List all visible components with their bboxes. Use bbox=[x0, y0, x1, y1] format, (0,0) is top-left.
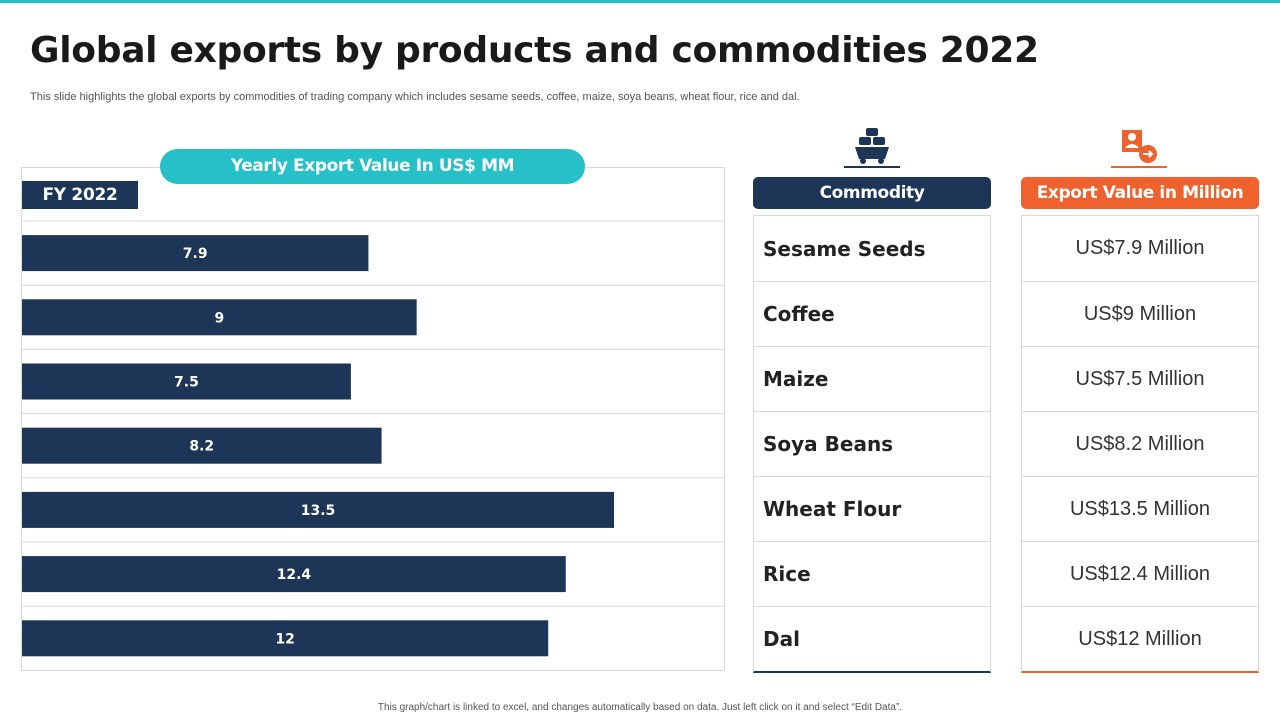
bar-soya-beans[interactable] bbox=[22, 427, 382, 464]
bar-value-label: 7.9 bbox=[183, 246, 208, 262]
bar-dal[interactable] bbox=[22, 620, 549, 657]
bar-value-label: 9 bbox=[214, 310, 224, 326]
bar-value-label: 13.5 bbox=[301, 503, 336, 519]
commodity-cell: Rice bbox=[754, 541, 990, 606]
bar-wheat-flour[interactable] bbox=[22, 491, 614, 528]
export-value-header: Export Value in Million bbox=[1021, 177, 1259, 209]
export-value-cell: US$7.9 Million bbox=[1075, 237, 1205, 259]
commodity-cell: Maize bbox=[754, 346, 990, 411]
person-export-icon bbox=[1110, 126, 1168, 170]
commodity-header: Commodity bbox=[753, 177, 991, 209]
bar-value-label: 7.5 bbox=[174, 375, 199, 391]
export-value-cell: US$13.5 Million bbox=[1022, 476, 1258, 541]
page-subtitle: This slide highlights the global exports… bbox=[30, 91, 800, 103]
bar-value-label: 12 bbox=[275, 631, 294, 647]
commodity-cell: Coffee bbox=[754, 281, 990, 346]
commodity-cell: Wheat Flour bbox=[754, 476, 990, 541]
export-value-cell: US$7.5 Million bbox=[1022, 346, 1258, 411]
bar-rice[interactable] bbox=[22, 556, 566, 593]
export-value-column: US$7.9 Million US$9 Million US$7.5 Milli… bbox=[1021, 215, 1259, 673]
bar-sesame-seeds[interactable] bbox=[22, 235, 369, 272]
footnote: This graph/chart is linked to excel, and… bbox=[377, 702, 903, 713]
top-accent-line bbox=[0, 0, 1280, 3]
bar-value-label: 8.2 bbox=[189, 439, 214, 455]
bar-coffee[interactable] bbox=[22, 299, 417, 336]
export-value-cell: US$8.2 Million bbox=[1022, 411, 1258, 476]
chart-header-pill: Yearly Export Value In US$ MM bbox=[160, 149, 585, 184]
bar-value-label: 12.4 bbox=[277, 567, 312, 583]
export-value-cell: US$12 Million bbox=[1022, 606, 1258, 671]
fy-label: FY 2022 bbox=[22, 181, 138, 209]
page-title: Global exports by products and commoditi… bbox=[30, 30, 1039, 71]
export-value-cell: US$12.4 Million bbox=[1022, 541, 1258, 606]
bar-maize[interactable] bbox=[22, 363, 351, 400]
cargo-cart-icon bbox=[843, 126, 901, 170]
export-value-cell: US$9 Million bbox=[1022, 281, 1258, 346]
commodity-cell: Dal bbox=[754, 606, 990, 671]
commodity-cell: Sesame Seeds bbox=[763, 236, 926, 261]
commodity-cell: Soya Beans bbox=[754, 411, 990, 476]
commodity-column: Sesame Seeds Coffee Maize Soya Beans Whe… bbox=[753, 215, 991, 673]
